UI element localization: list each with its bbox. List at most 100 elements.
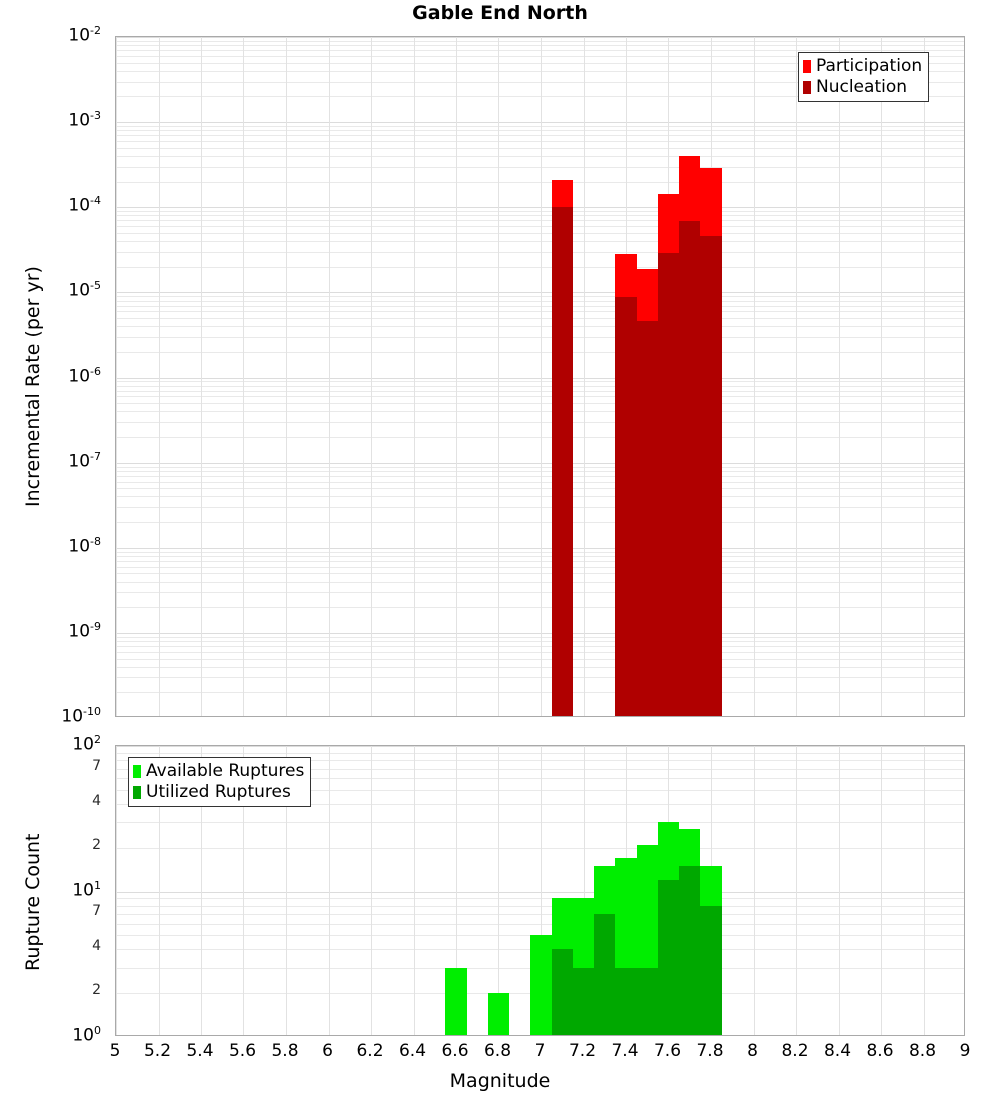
gridline-horizontal [116, 211, 964, 213]
bar-count-7.3 [594, 865, 616, 1035]
gridline-vertical [754, 37, 755, 716]
gridline-vertical [414, 37, 415, 716]
gridline-horizontal [116, 481, 964, 483]
bar-rate-7.1 [551, 179, 573, 716]
bar-segment-utilized-ruptures [657, 879, 680, 1035]
gridline-horizontal [116, 658, 964, 660]
x-tick-8.4: 8.4 [823, 1041, 852, 1061]
gridline-vertical [371, 746, 372, 1035]
gridline-horizontal [116, 466, 964, 468]
gridline-horizontal [116, 470, 964, 472]
x-tick-6.2: 6.2 [356, 1041, 384, 1061]
gridline-vertical [159, 746, 160, 1035]
gridline-horizontal [116, 803, 964, 805]
gridline-vertical [329, 746, 330, 1035]
top-y-tick-1e-10: 10-10 [61, 705, 101, 727]
bar-segment-nucleation [700, 235, 722, 716]
legend-label-available: Available Ruptures [146, 761, 305, 781]
top-y-tick-1e-2: 10-2 [68, 24, 101, 46]
gridline-horizontal [116, 220, 964, 222]
gridline-horizontal [116, 555, 964, 557]
gridline-vertical [116, 37, 117, 716]
gridline-horizontal [116, 475, 964, 477]
gridline-vertical [541, 746, 542, 1035]
bar-count-7.7 [679, 828, 701, 1035]
gridline-horizontal [116, 326, 964, 328]
bottom-y-minor-tick-70: 7 [92, 757, 101, 774]
legend-item-available-ruptures: Available Ruptures [133, 761, 304, 782]
gridline-horizontal [116, 592, 964, 594]
gridline-horizontal [116, 251, 964, 253]
bar-count-7.5 [636, 844, 658, 1035]
x-tick-7.2: 7.2 [568, 1041, 597, 1061]
gridline-horizontal [116, 636, 964, 638]
bar-count-7 [530, 935, 552, 1035]
x-tick-5: 5 [109, 1041, 121, 1061]
gridline-horizontal [116, 377, 964, 379]
gridline-horizontal [116, 651, 964, 653]
gridline-horizontal [116, 923, 964, 925]
gridline-vertical [159, 37, 160, 716]
gridline-horizontal [116, 488, 964, 490]
gridline-vertical [541, 37, 542, 716]
gridline-horizontal [116, 403, 964, 405]
gridline-vertical [754, 746, 755, 1035]
gridline-vertical [924, 746, 925, 1035]
bottom-y-minor-tick-7: 7 [92, 903, 101, 920]
gridline-horizontal [116, 822, 964, 824]
gridline-horizontal [116, 50, 964, 52]
gridline-horizontal [116, 496, 964, 498]
bar-segment-nucleation [679, 221, 701, 716]
gridline-horizontal [116, 126, 964, 128]
x-tick-5.4: 5.4 [186, 1041, 214, 1061]
gridline-vertical [584, 746, 585, 1035]
x-tick-7.6: 7.6 [653, 1041, 682, 1061]
legend-item-nucleation: Nucleation [803, 77, 922, 98]
top-y-tick-1e-4: 10-4 [68, 194, 101, 216]
top-y-tick-1e-5: 10-5 [68, 279, 101, 302]
bar-segment-utilized-ruptures [551, 949, 573, 1035]
gridline-horizontal [116, 560, 964, 562]
gridline-horizontal [116, 768, 964, 770]
bar-count-7.1 [551, 898, 573, 1035]
gridline-horizontal [116, 898, 964, 900]
bar-segment-nucleation [657, 252, 680, 716]
gridline-horizontal [116, 215, 964, 217]
bar-count-7.2 [572, 898, 595, 1035]
bar-segment-utilized-ruptures [700, 905, 722, 1035]
gridline-horizontal [116, 760, 964, 762]
bottom-y-tick-1e1: 101 [72, 878, 101, 901]
bottom-y-axis-title: Rupture Count [22, 833, 44, 971]
gridline-horizontal [116, 462, 964, 464]
bar-segment-utilized-ruptures [636, 967, 658, 1035]
gridline-vertical [371, 37, 372, 716]
gridline-vertical [456, 746, 457, 1035]
x-axis-title: Magnitude [449, 1070, 551, 1092]
bar-segment-available-ruptures [445, 967, 467, 1035]
bar-segment-utilized-ruptures [594, 914, 616, 1035]
gridline-horizontal [116, 547, 964, 549]
gridline-horizontal [116, 37, 964, 38]
x-tick-8.6: 8.6 [866, 1041, 894, 1061]
gridline-vertical [286, 746, 287, 1035]
gridline-horizontal [116, 96, 964, 98]
gridline-horizontal [116, 130, 964, 132]
gridline-horizontal [116, 296, 964, 298]
bar-segment-available-ruptures [530, 935, 552, 1035]
page-title: Gable End North [412, 2, 588, 24]
x-tick-5.2: 5.2 [143, 1041, 172, 1061]
x-tick-7.8: 7.8 [696, 1041, 724, 1061]
bar-rate-7.5 [636, 268, 658, 716]
gridline-vertical [201, 37, 202, 716]
gridline-horizontal [116, 411, 964, 413]
gridline-vertical [201, 746, 202, 1035]
x-tick-8: 8 [747, 1041, 758, 1061]
bar-segment-nucleation [615, 297, 637, 716]
x-tick-9: 9 [959, 1041, 971, 1061]
gridline-horizontal [116, 166, 964, 168]
x-tick-5.6: 5.6 [228, 1041, 257, 1061]
gridline-horizontal [116, 632, 964, 634]
gridline-horizontal [116, 905, 964, 907]
gridline-horizontal [116, 241, 964, 243]
